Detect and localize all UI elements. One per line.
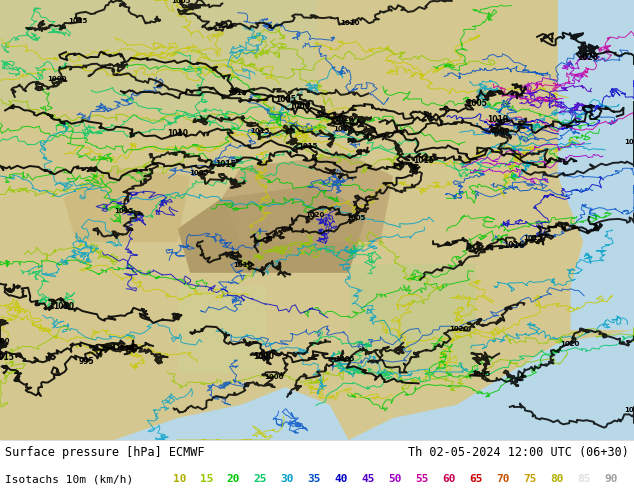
Text: 1005: 1005 [189, 171, 209, 176]
Text: 10: 10 [172, 474, 186, 484]
Text: 1000: 1000 [264, 374, 283, 380]
Text: 995: 995 [79, 357, 94, 366]
Text: 1000: 1000 [624, 407, 634, 413]
Text: 1015: 1015 [68, 18, 87, 24]
Text: 1015: 1015 [524, 235, 543, 241]
Polygon shape [63, 167, 190, 242]
Text: 1010: 1010 [167, 128, 188, 138]
Polygon shape [558, 0, 634, 330]
Text: 1005: 1005 [335, 356, 355, 362]
Text: 1005: 1005 [172, 0, 191, 4]
Text: 1005: 1005 [346, 215, 365, 221]
Text: 65: 65 [470, 474, 483, 484]
Text: 1000: 1000 [253, 352, 274, 361]
Polygon shape [330, 330, 634, 440]
Text: Isotachs 10m (km/h): Isotachs 10m (km/h) [5, 474, 133, 484]
Text: 1010: 1010 [340, 20, 359, 26]
Text: 85: 85 [578, 474, 591, 484]
Text: 35: 35 [307, 474, 321, 484]
Polygon shape [222, 154, 393, 242]
Text: Surface pressure [hPa] ECMWF: Surface pressure [hPa] ECMWF [5, 446, 205, 459]
Polygon shape [178, 286, 266, 374]
Text: 1015: 1015 [299, 143, 318, 149]
Text: 40: 40 [335, 474, 348, 484]
Text: 1000: 1000 [47, 76, 67, 82]
Text: 1010: 1010 [53, 302, 74, 311]
Text: Th 02-05-2024 12:00 UTC (06+30): Th 02-05-2024 12:00 UTC (06+30) [408, 446, 629, 459]
Text: 20: 20 [226, 474, 240, 484]
Text: 1015: 1015 [113, 208, 133, 214]
Polygon shape [558, 97, 621, 167]
Text: 50: 50 [389, 474, 402, 484]
Text: 1000: 1000 [491, 127, 510, 133]
Text: 1010: 1010 [115, 345, 135, 351]
Text: 1020: 1020 [560, 341, 579, 347]
Text: 1005: 1005 [470, 371, 490, 377]
Text: 1015: 1015 [250, 127, 269, 134]
Text: 1015: 1015 [413, 156, 434, 165]
Text: 1020: 1020 [450, 326, 469, 332]
Text: 1015: 1015 [228, 90, 247, 96]
Polygon shape [0, 0, 317, 110]
Polygon shape [178, 185, 368, 273]
Text: 55: 55 [416, 474, 429, 484]
Text: 1005: 1005 [466, 98, 487, 108]
Text: 1015: 1015 [215, 160, 236, 169]
Text: 45: 45 [361, 474, 375, 484]
Text: 30: 30 [281, 474, 294, 484]
Text: 1020: 1020 [577, 53, 598, 62]
Text: 80: 80 [550, 474, 564, 484]
Text: 1010: 1010 [487, 115, 508, 123]
Text: 1005: 1005 [276, 95, 297, 104]
Text: 1015: 1015 [0, 353, 14, 362]
Polygon shape [0, 387, 349, 440]
Text: 1010: 1010 [233, 262, 252, 268]
Text: 15: 15 [200, 474, 213, 484]
Text: 75: 75 [524, 474, 537, 484]
Text: 1000: 1000 [289, 102, 310, 111]
Text: 90: 90 [605, 474, 618, 484]
Text: 25: 25 [254, 474, 267, 484]
Text: 70: 70 [496, 474, 510, 484]
Text: 60: 60 [443, 474, 456, 484]
Polygon shape [349, 264, 476, 374]
Text: 1000: 1000 [0, 338, 10, 344]
Text: 1020: 1020 [624, 139, 634, 145]
Text: 1015: 1015 [333, 126, 353, 132]
Text: 1020: 1020 [334, 116, 353, 122]
Text: 1020: 1020 [306, 212, 325, 218]
Text: 1016: 1016 [503, 242, 524, 250]
